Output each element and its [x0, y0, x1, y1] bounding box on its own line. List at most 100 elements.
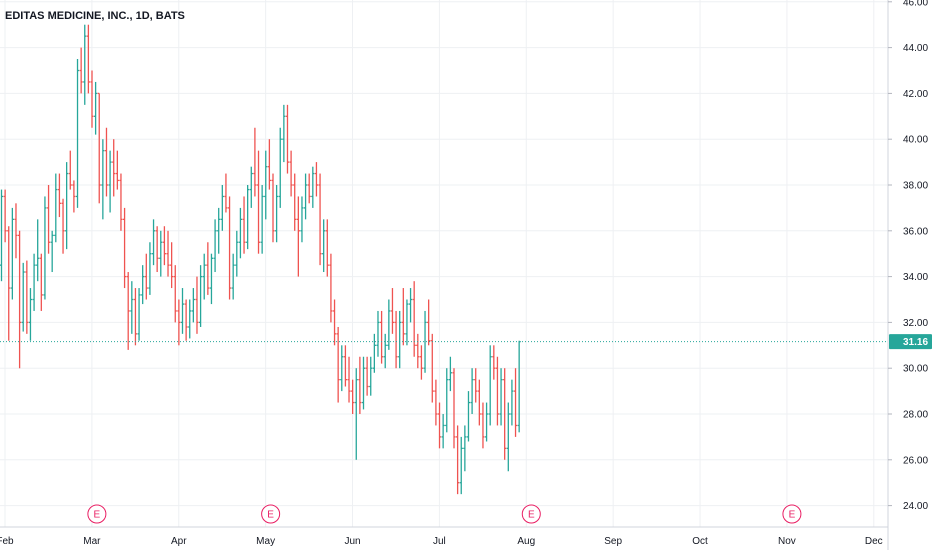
ohlc-bar — [423, 310, 427, 373]
ohlc-bar — [358, 356, 362, 414]
ohlc-bar — [441, 414, 445, 449]
ohlc-bar — [267, 139, 271, 190]
y-axis-tick-label: 30.00 — [903, 364, 928, 375]
ohlc-bar — [235, 230, 239, 277]
last-price-tag: 31.16 — [889, 334, 932, 350]
ohlc-bar — [499, 368, 503, 426]
ohlc-bar — [459, 436, 463, 495]
ohlc-bar — [343, 345, 347, 387]
ohlc-bar — [383, 333, 387, 369]
ohlc-bar — [170, 242, 174, 289]
ohlc-bar — [202, 253, 206, 300]
ohlc-bar — [427, 299, 431, 346]
x-axis-tick-label: Jun — [344, 536, 360, 547]
ohlc-bar — [119, 173, 123, 231]
ohlc-bar — [115, 150, 119, 190]
earnings-marker[interactable]: E — [87, 504, 107, 524]
ohlc-bar — [246, 185, 250, 250]
ohlc-bar — [155, 226, 159, 273]
ohlc-bar — [456, 425, 460, 495]
ohlc-bar — [380, 310, 384, 364]
ohlc-bar — [510, 379, 514, 426]
earnings-marker[interactable]: E — [521, 504, 541, 524]
ohlc-bar — [57, 173, 62, 218]
ohlc-bar — [394, 310, 398, 369]
ohlc-bar — [39, 253, 43, 311]
ohlc-bar — [405, 299, 409, 346]
ohlc-bar — [90, 70, 94, 128]
ohlc-bar — [412, 281, 416, 357]
ohlc-bar — [484, 402, 489, 442]
ohlc-bar — [314, 162, 319, 197]
ohlc-bar — [445, 368, 449, 433]
ohlc-bar — [354, 368, 358, 460]
ohlc-bar — [332, 299, 337, 346]
ohlc-bar — [285, 104, 290, 174]
ohlc-bar — [224, 173, 228, 213]
ohlc-bar — [83, 24, 87, 105]
ohlc-bar — [213, 219, 217, 273]
ohlc-bar — [470, 368, 474, 414]
ohlc-bar — [303, 173, 308, 220]
grid-lines — [0, 0, 888, 527]
ohlc-bar — [506, 402, 510, 472]
earnings-marker-label: E — [789, 510, 796, 521]
price-axis[interactable]: 24.00 26.00 28.00 30.00 32.00 34.00 36.00 38.00… — [888, 0, 928, 512]
earnings-marker-label: E — [528, 510, 535, 521]
ohlc-bar — [513, 368, 518, 437]
ohlc-bar — [188, 299, 192, 339]
ohlc-bar — [122, 207, 127, 289]
ohlc-bar — [184, 299, 188, 341]
ohlc-bar — [452, 368, 456, 449]
y-axis-tick-label: 44.00 — [903, 43, 928, 54]
chart-title: EDITAS MEDICINE, INC., 1D, BATS — [5, 10, 185, 22]
ohlc-bar — [177, 299, 181, 346]
ohlc-bar — [238, 207, 243, 259]
ohlc-bar — [46, 185, 51, 254]
x-axis-tick-label: Aug — [517, 536, 535, 547]
ohlc-bar — [365, 356, 369, 396]
ohlc-bar — [148, 242, 152, 295]
ohlc-bar — [14, 203, 18, 259]
earnings-marker-circle — [261, 504, 281, 524]
ohlc-bar — [372, 333, 376, 373]
y-axis-tick-label: 26.00 — [903, 455, 928, 466]
ohlc-bar — [25, 260, 29, 334]
time-axis[interactable]: Feb Mar Apr May Jun Jul Aug Sep Oct Nov Dec — [0, 536, 883, 547]
ohlc-bar — [86, 24, 90, 94]
ohlc-bar — [72, 180, 76, 213]
y-axis-tick-label: 28.00 — [903, 410, 928, 421]
ohlc-bar — [271, 173, 275, 243]
ohlc-bar — [495, 356, 500, 426]
ohlc-bar — [144, 253, 148, 300]
ohlc-bar — [227, 196, 232, 300]
ohlc-bar — [369, 356, 373, 396]
x-axis-tick-label: May — [256, 536, 275, 547]
ohlc-bar — [159, 230, 163, 277]
ohlc-bar — [199, 265, 203, 327]
ohlc-bar — [347, 356, 351, 403]
ohlc-bar — [126, 272, 130, 350]
ohlc-bar — [300, 196, 304, 243]
ohlc-bar — [61, 198, 65, 254]
earnings-marker-circle — [87, 504, 107, 524]
ohlc-bar — [43, 196, 47, 300]
x-axis-tick-label: Feb — [0, 536, 14, 547]
ohlc-bar — [249, 166, 253, 208]
x-axis-tick-label: Oct — [692, 536, 708, 547]
earnings-marker[interactable]: E — [782, 504, 802, 524]
ohlc-bar — [133, 288, 138, 346]
ohlc-bar — [54, 173, 58, 243]
earnings-marker[interactable]: E — [261, 504, 281, 524]
ohlc-bar — [18, 230, 22, 369]
ohlc-bar — [191, 288, 195, 323]
x-axis-tick-label: Jul — [433, 536, 446, 547]
y-axis-tick-label: 24.00 — [903, 501, 928, 512]
y-axis-tick-label: 38.00 — [903, 181, 928, 192]
ohlc-bar — [307, 173, 311, 204]
ohlc-bar — [282, 104, 286, 163]
earnings-marker-circle — [521, 504, 541, 524]
ohlc-bar — [195, 276, 199, 334]
ohlc-bar — [79, 47, 83, 94]
